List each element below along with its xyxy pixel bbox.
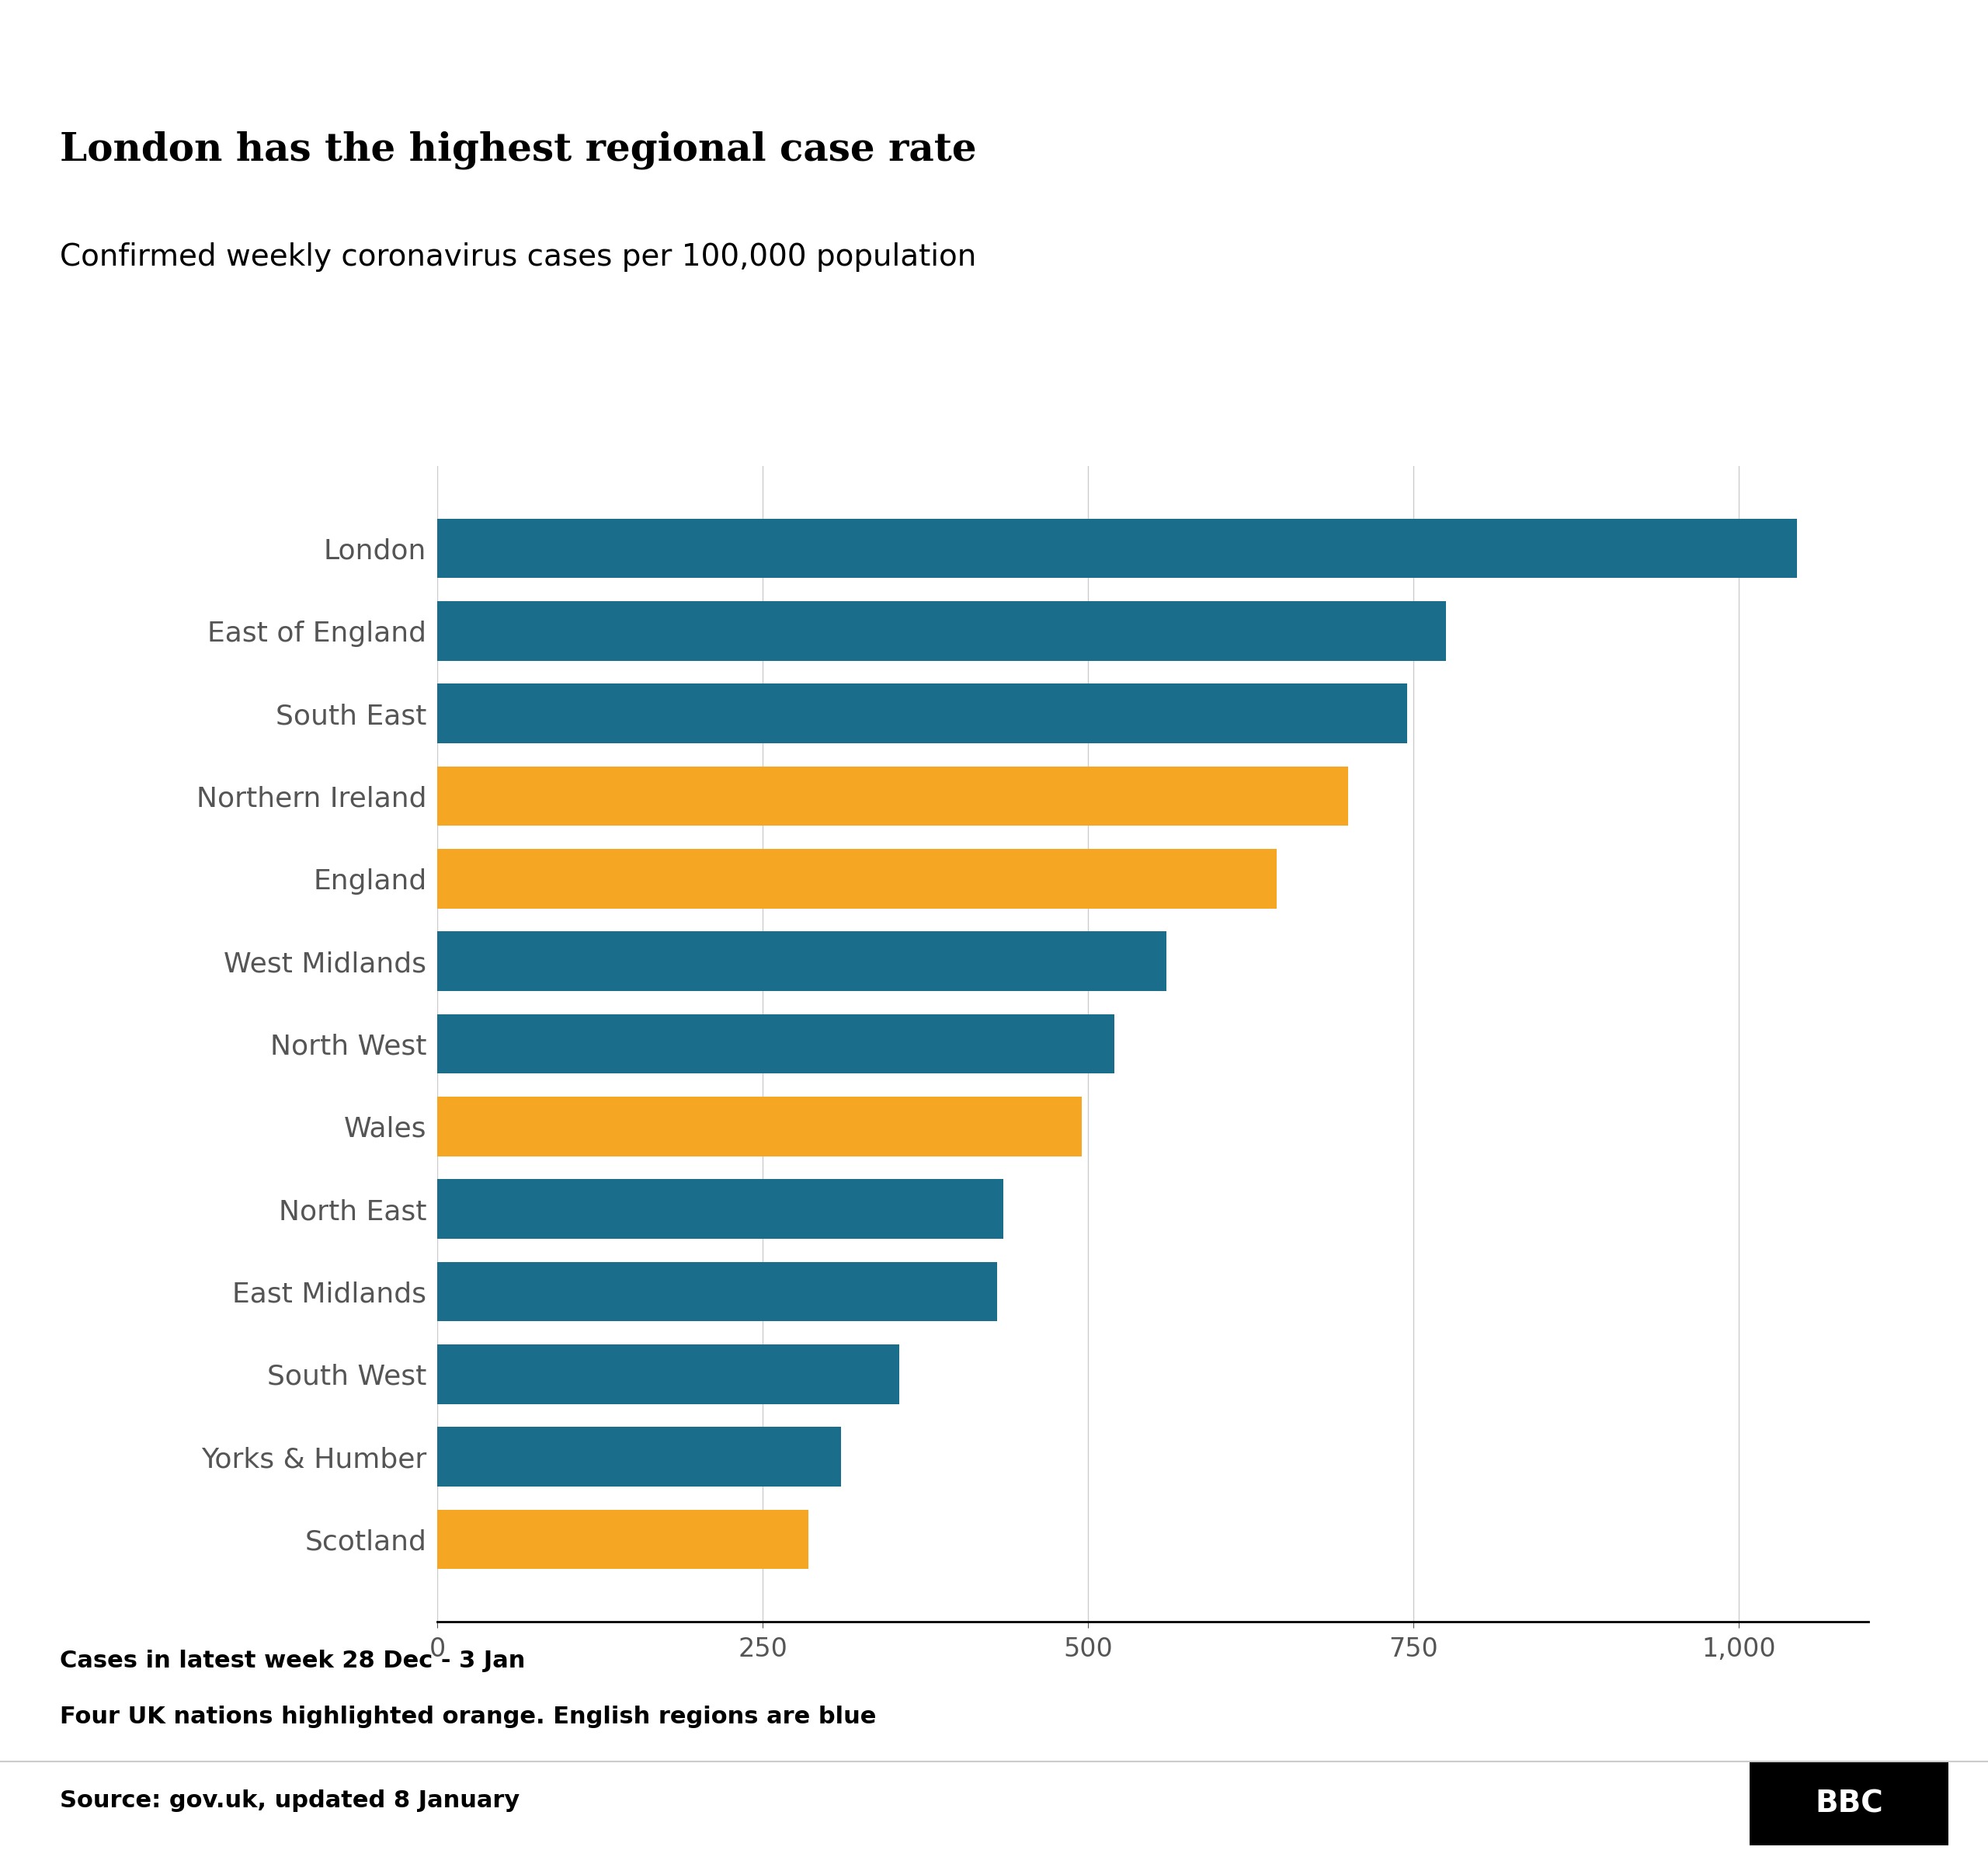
Bar: [437, 1262, 996, 1322]
Bar: [437, 1180, 1004, 1240]
Text: Cases in latest week 28 Dec - 3 Jan: Cases in latest week 28 Dec - 3 Jan: [60, 1650, 525, 1672]
Bar: [437, 600, 1445, 660]
Bar: [437, 766, 1348, 826]
Text: BBC: BBC: [1815, 1789, 1883, 1817]
Bar: [437, 684, 1408, 744]
Text: London has the highest regional case rate: London has the highest regional case rat…: [60, 130, 976, 170]
Bar: [437, 518, 1797, 578]
Bar: [437, 1014, 1113, 1074]
Bar: [437, 1428, 841, 1487]
Text: Four UK nations highlighted orange. English regions are blue: Four UK nations highlighted orange. Engl…: [60, 1706, 877, 1728]
Bar: [437, 1344, 899, 1404]
Bar: [437, 932, 1167, 992]
Text: Source: gov.uk, updated 8 January: Source: gov.uk, updated 8 January: [60, 1789, 519, 1812]
Bar: [437, 848, 1276, 908]
Text: Confirmed weekly coronavirus cases per 100,000 population: Confirmed weekly coronavirus cases per 1…: [60, 242, 976, 272]
Bar: [437, 1096, 1081, 1156]
Bar: [437, 1510, 809, 1569]
